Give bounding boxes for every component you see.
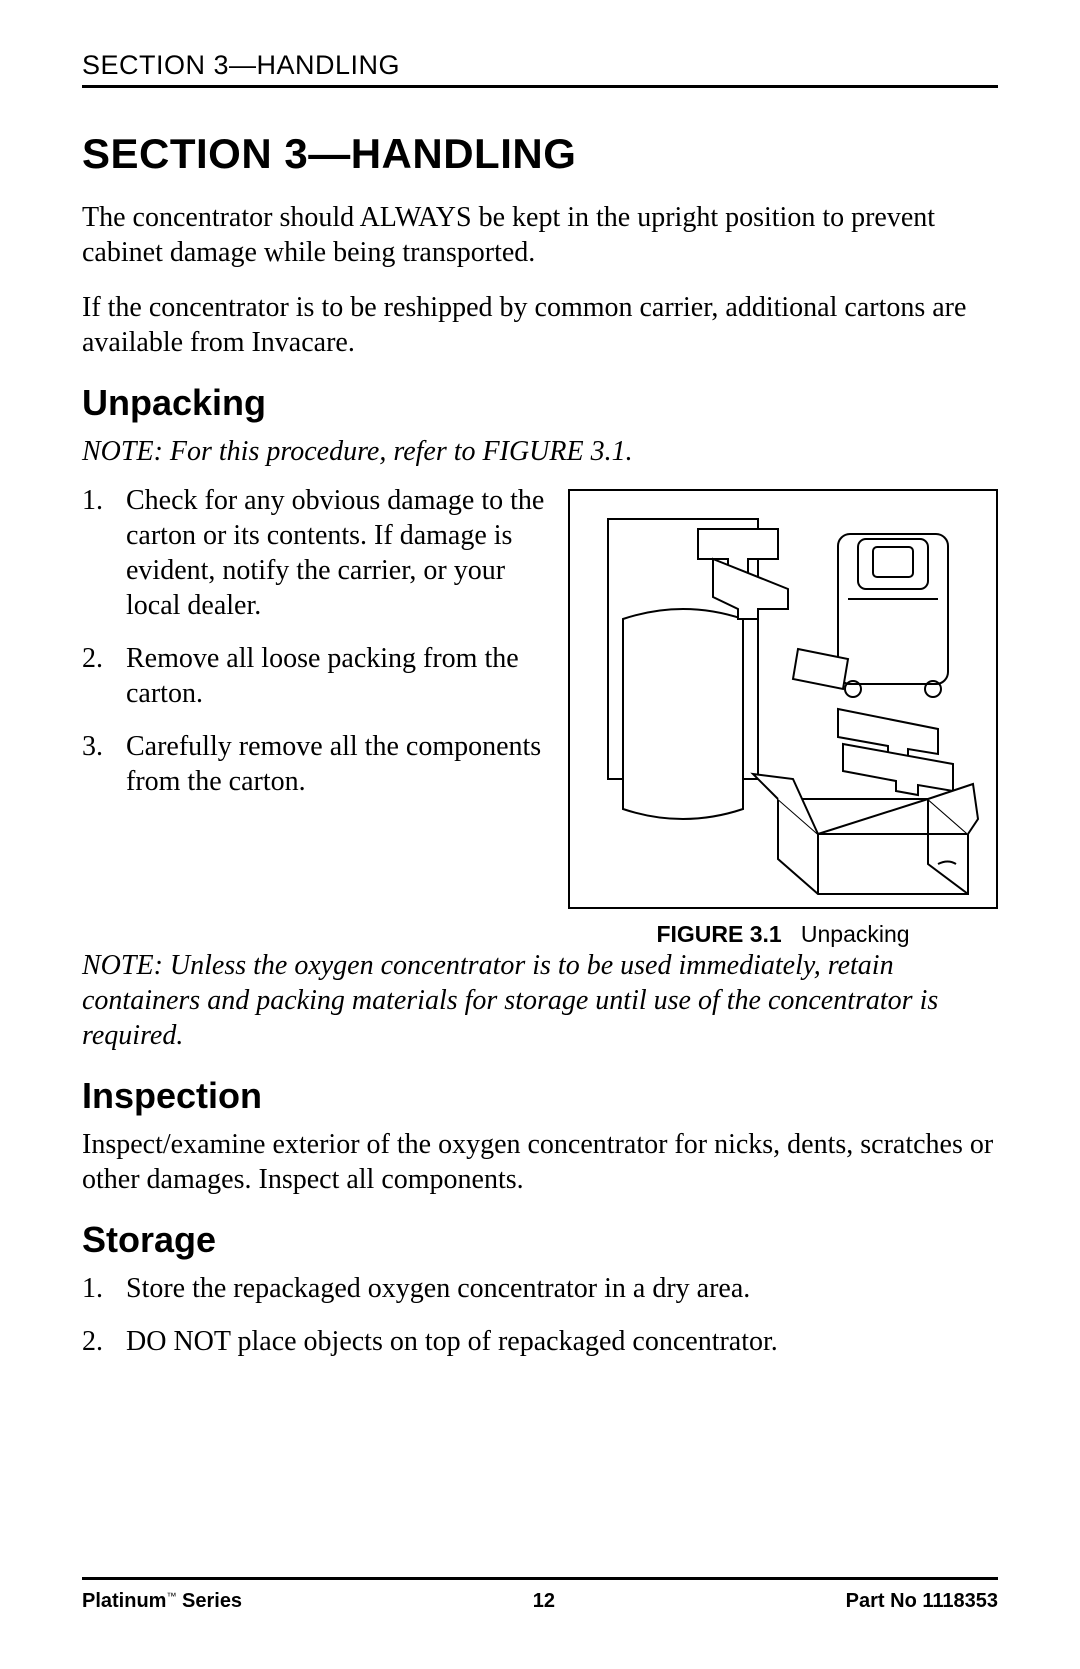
inspection-heading: Inspection xyxy=(82,1075,998,1117)
footer-part-number: Part No 1118353 xyxy=(846,1590,998,1613)
footer-left: Platinum™ Series xyxy=(82,1590,242,1613)
intro-paragraph-2: If the concentrator is to be reshipped b… xyxy=(82,290,998,360)
footer-brand: Platinum xyxy=(82,1590,166,1612)
storage-heading: Storage xyxy=(82,1219,998,1261)
list-item: DO NOT place objects on top of repackage… xyxy=(82,1324,998,1359)
intro-paragraph-1: The concentrator should ALWAYS be kept i… xyxy=(82,200,998,270)
unpacking-heading: Unpacking xyxy=(82,382,998,424)
list-item: Check for any obvious damage to the cart… xyxy=(82,483,548,623)
list-item: Remove all loose packing from the carton… xyxy=(82,641,548,711)
list-item: Carefully remove all the components from… xyxy=(82,729,548,799)
page-footer: Platinum™ Series 12 Part No 1118353 xyxy=(82,1577,998,1613)
unpacking-list: Check for any obvious damage to the cart… xyxy=(82,483,548,799)
trademark-icon: ™ xyxy=(166,1591,176,1602)
inspection-text: Inspect/examine exterior of the oxygen c… xyxy=(82,1127,998,1197)
figure-caption-text xyxy=(788,921,801,947)
storage-list: Store the repackaged oxygen concentrator… xyxy=(82,1271,998,1359)
footer-brand-suffix: Series xyxy=(176,1590,242,1612)
unpacking-note: NOTE: For this procedure, refer to FIGUR… xyxy=(82,434,998,469)
section-title: SECTION 3—HANDLING xyxy=(82,130,998,178)
unpacking-illustration-icon xyxy=(578,499,988,899)
figure-caption: FIGURE 3.1 Unpacking xyxy=(568,921,998,948)
figure-illustration xyxy=(568,489,998,909)
footer-page-number: 12 xyxy=(533,1590,555,1613)
page-header: SECTION 3—HANDLING xyxy=(82,50,998,88)
figure-3-1: FIGURE 3.1 Unpacking xyxy=(568,489,998,948)
figure-caption-label: Unpacking xyxy=(801,921,910,947)
unpacking-note-2: NOTE: Unless the oxygen concentrator is … xyxy=(82,948,998,1053)
figure-number: FIGURE 3.1 xyxy=(656,921,781,947)
list-item: Store the repackaged oxygen concentrator… xyxy=(82,1271,998,1306)
